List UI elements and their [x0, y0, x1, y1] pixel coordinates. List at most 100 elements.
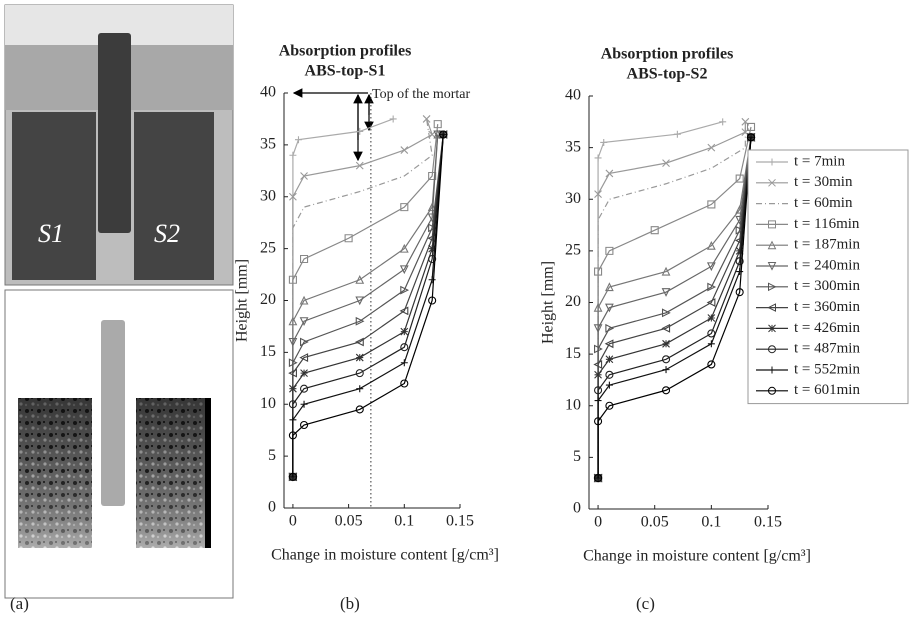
series-marker [422, 115, 431, 123]
series-marker [288, 368, 297, 378]
legend-label: t = 601min [794, 382, 860, 398]
series-marker [605, 381, 613, 389]
series-marker [428, 223, 437, 233]
series-marker [300, 369, 308, 378]
series-marker [706, 240, 716, 250]
legend-marker [768, 178, 776, 187]
series-line [597, 121, 746, 479]
x-axis-label: Change in moisture content [g/cm³] [583, 548, 811, 565]
series-marker [746, 133, 756, 142]
legend: t = 7min t = 30min t = 60min t = 116min t = … [747, 149, 909, 405]
series-line [597, 137, 752, 479]
legend-label: t = 7min [794, 153, 845, 169]
series-line [292, 134, 444, 477]
series-marker [707, 360, 716, 369]
series-marker [707, 340, 715, 348]
series-line [597, 137, 752, 479]
y-tick-label: 20 [260, 291, 276, 308]
series-marker [604, 339, 614, 349]
series-marker [661, 355, 671, 364]
image-label: S2 [154, 219, 180, 248]
legend-marker [768, 366, 776, 374]
x-axis-label: Change in moisture content [g/cm³] [271, 547, 499, 564]
y-tick-label: 15 [260, 343, 276, 360]
panel-label: (c) [636, 594, 655, 613]
series-marker [299, 295, 309, 305]
series-marker [288, 400, 297, 409]
series-marker [736, 268, 744, 276]
series-marker [719, 118, 727, 126]
image-top: S1 S2 [4, 4, 234, 286]
series-line [597, 137, 752, 479]
y-axis-label: Height [mm] [540, 261, 557, 344]
series-marker [661, 386, 671, 395]
series-marker [594, 417, 603, 426]
legend-marker [768, 158, 776, 166]
x-tick-label: 0.15 [446, 513, 474, 530]
series-marker [288, 358, 298, 368]
y-tick-label: 10 [565, 396, 581, 413]
y-tick-label: 30 [565, 190, 581, 207]
panel-label: (b) [340, 594, 360, 613]
y-tick-label: 5 [573, 448, 581, 465]
series-marker [428, 254, 437, 264]
series-line [292, 134, 444, 477]
series-marker [707, 200, 716, 209]
series-line [292, 134, 444, 477]
x-tick-label: 0.05 [335, 513, 363, 530]
x-tick-label: 0.05 [641, 514, 669, 531]
series-marker [400, 327, 409, 336]
legend-label: t = 552min [794, 361, 860, 377]
series-line [292, 134, 444, 477]
series-marker [594, 370, 602, 379]
series-marker [605, 401, 614, 410]
series-marker [400, 203, 409, 212]
x-tick-label: 0.1 [394, 513, 414, 530]
series-marker [289, 384, 297, 393]
legend-label: t = 240min [794, 257, 860, 273]
y-tick-label: 0 [573, 500, 581, 517]
series-marker [593, 324, 603, 334]
legend-label: t = 487min [794, 341, 860, 357]
series-marker [735, 288, 744, 297]
series-marker [605, 282, 614, 292]
series-marker [356, 385, 364, 393]
series-line [292, 134, 444, 477]
legend-label: t = 426min [794, 320, 860, 336]
series-marker [593, 360, 603, 369]
series-marker [399, 243, 409, 253]
y-tick-label: 5 [268, 447, 276, 464]
y-tick-label: 40 [260, 84, 276, 101]
series-marker [355, 405, 364, 414]
y-tick-label: 35 [565, 138, 581, 155]
x-tick-label: 0.15 [754, 514, 782, 531]
series-marker [288, 337, 298, 347]
chart-title: ABS-top-S2 [627, 66, 708, 83]
series-marker [300, 400, 308, 408]
series-marker [355, 369, 364, 378]
series-marker [594, 397, 602, 405]
legend-label: t = 360min [794, 299, 860, 315]
series-marker [299, 317, 309, 326]
plot: 0 5 10 15 20 25 30 35 40 0 0.05 0.1 0.15 Absorption p… [234, 43, 499, 564]
series-marker [735, 174, 744, 183]
plot: 0 5 10 15 20 25 30 35 40 0 0.05 0.1 0.15 Absorption p… [540, 46, 811, 565]
series-marker [600, 138, 608, 146]
series-marker [594, 344, 603, 354]
series-marker [707, 282, 717, 292]
series-line [597, 137, 752, 479]
series-line [597, 121, 723, 479]
series-marker [400, 359, 408, 367]
series-marker [735, 225, 745, 235]
x-tick-label: 0 [289, 513, 297, 530]
series-marker [605, 303, 614, 313]
series-marker [605, 246, 614, 255]
series-marker [661, 266, 671, 276]
series-marker [707, 314, 716, 322]
series-marker [661, 288, 671, 297]
series-marker [428, 296, 437, 305]
panel-label: (a) [10, 594, 29, 613]
legend-marker [768, 282, 777, 292]
y-tick-label: 30 [260, 187, 276, 204]
